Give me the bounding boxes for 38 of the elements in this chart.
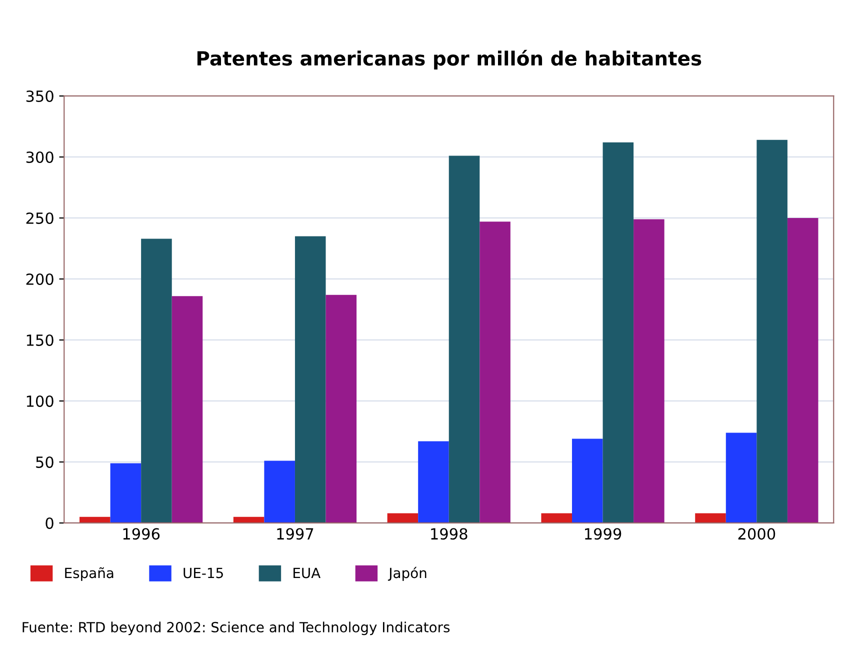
bar <box>787 218 818 523</box>
y-tick-label: 50 <box>36 456 54 468</box>
y-tick-label: 100 <box>26 395 54 408</box>
y-tick-label: 300 <box>26 151 54 164</box>
x-tick-label: 1997 <box>277 528 314 540</box>
legend-label: Japón <box>388 566 426 581</box>
y-tick-label: 150 <box>26 334 54 346</box>
bar <box>172 296 203 523</box>
bar <box>326 294 357 523</box>
bar <box>480 222 510 523</box>
source-note: Fuente: RTD beyond 2002: Science and Technology Indicators <box>22 622 450 636</box>
bar <box>695 513 726 523</box>
x-tick-label: 1996 <box>123 528 160 540</box>
legend-label: EUA <box>294 568 321 578</box>
x-tick-label: 2000 <box>738 528 776 540</box>
bar <box>541 513 572 523</box>
y-tick-label: 350 <box>26 90 54 102</box>
bar <box>602 142 634 523</box>
bar <box>448 156 480 523</box>
x-tick-label: 1998 <box>431 528 468 540</box>
bar <box>726 432 757 523</box>
legend-label: UE-15 <box>184 568 223 578</box>
bar <box>418 441 449 523</box>
bar <box>572 438 603 523</box>
y-tick-label: 200 <box>26 273 54 286</box>
chart-title: Patentes americanas por millón de habitantes <box>197 50 702 70</box>
bar <box>294 236 326 523</box>
bar <box>80 516 110 523</box>
bar <box>264 460 295 523</box>
y-tick-label: 250 <box>26 212 54 224</box>
y-tick-label: 0 <box>46 517 54 529</box>
bar <box>634 219 664 523</box>
bar <box>756 140 788 523</box>
x-tick-label: 1999 <box>585 528 622 540</box>
bar <box>141 238 172 523</box>
bar <box>110 463 142 523</box>
legend-label: España <box>65 567 114 581</box>
bar <box>387 513 418 523</box>
